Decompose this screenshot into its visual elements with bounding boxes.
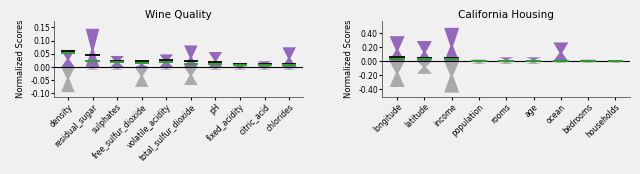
Title: California Housing: California Housing bbox=[458, 10, 554, 20]
Polygon shape bbox=[554, 42, 568, 61]
Polygon shape bbox=[258, 61, 271, 67]
Polygon shape bbox=[580, 60, 596, 61]
Polygon shape bbox=[258, 67, 271, 70]
Polygon shape bbox=[608, 60, 623, 61]
Polygon shape bbox=[86, 67, 99, 70]
Polygon shape bbox=[110, 56, 124, 67]
Polygon shape bbox=[580, 61, 596, 63]
Polygon shape bbox=[61, 67, 75, 92]
Polygon shape bbox=[472, 61, 486, 64]
Polygon shape bbox=[233, 67, 247, 70]
Polygon shape bbox=[499, 57, 514, 61]
Polygon shape bbox=[444, 28, 459, 61]
Y-axis label: Normalized Scores: Normalized Scores bbox=[16, 20, 25, 98]
Polygon shape bbox=[135, 67, 148, 87]
Polygon shape bbox=[209, 52, 222, 67]
Polygon shape bbox=[135, 62, 148, 67]
Polygon shape bbox=[554, 61, 568, 63]
Polygon shape bbox=[86, 29, 99, 67]
Polygon shape bbox=[282, 47, 296, 67]
Polygon shape bbox=[184, 45, 198, 67]
Y-axis label: Normalized Scores: Normalized Scores bbox=[344, 20, 353, 98]
Polygon shape bbox=[159, 67, 173, 70]
Polygon shape bbox=[499, 61, 514, 64]
Polygon shape bbox=[526, 61, 541, 64]
Title: Wine Quality: Wine Quality bbox=[145, 10, 212, 20]
Polygon shape bbox=[417, 41, 432, 61]
Polygon shape bbox=[444, 61, 459, 93]
Polygon shape bbox=[608, 61, 623, 63]
Polygon shape bbox=[526, 57, 541, 61]
Polygon shape bbox=[282, 67, 296, 70]
Polygon shape bbox=[110, 67, 124, 70]
Polygon shape bbox=[390, 61, 404, 87]
Polygon shape bbox=[61, 50, 75, 67]
Polygon shape bbox=[472, 60, 486, 61]
Polygon shape bbox=[184, 67, 198, 85]
Polygon shape bbox=[209, 67, 222, 70]
Polygon shape bbox=[390, 36, 404, 61]
Polygon shape bbox=[233, 64, 247, 67]
Polygon shape bbox=[417, 61, 432, 74]
Polygon shape bbox=[159, 54, 173, 67]
